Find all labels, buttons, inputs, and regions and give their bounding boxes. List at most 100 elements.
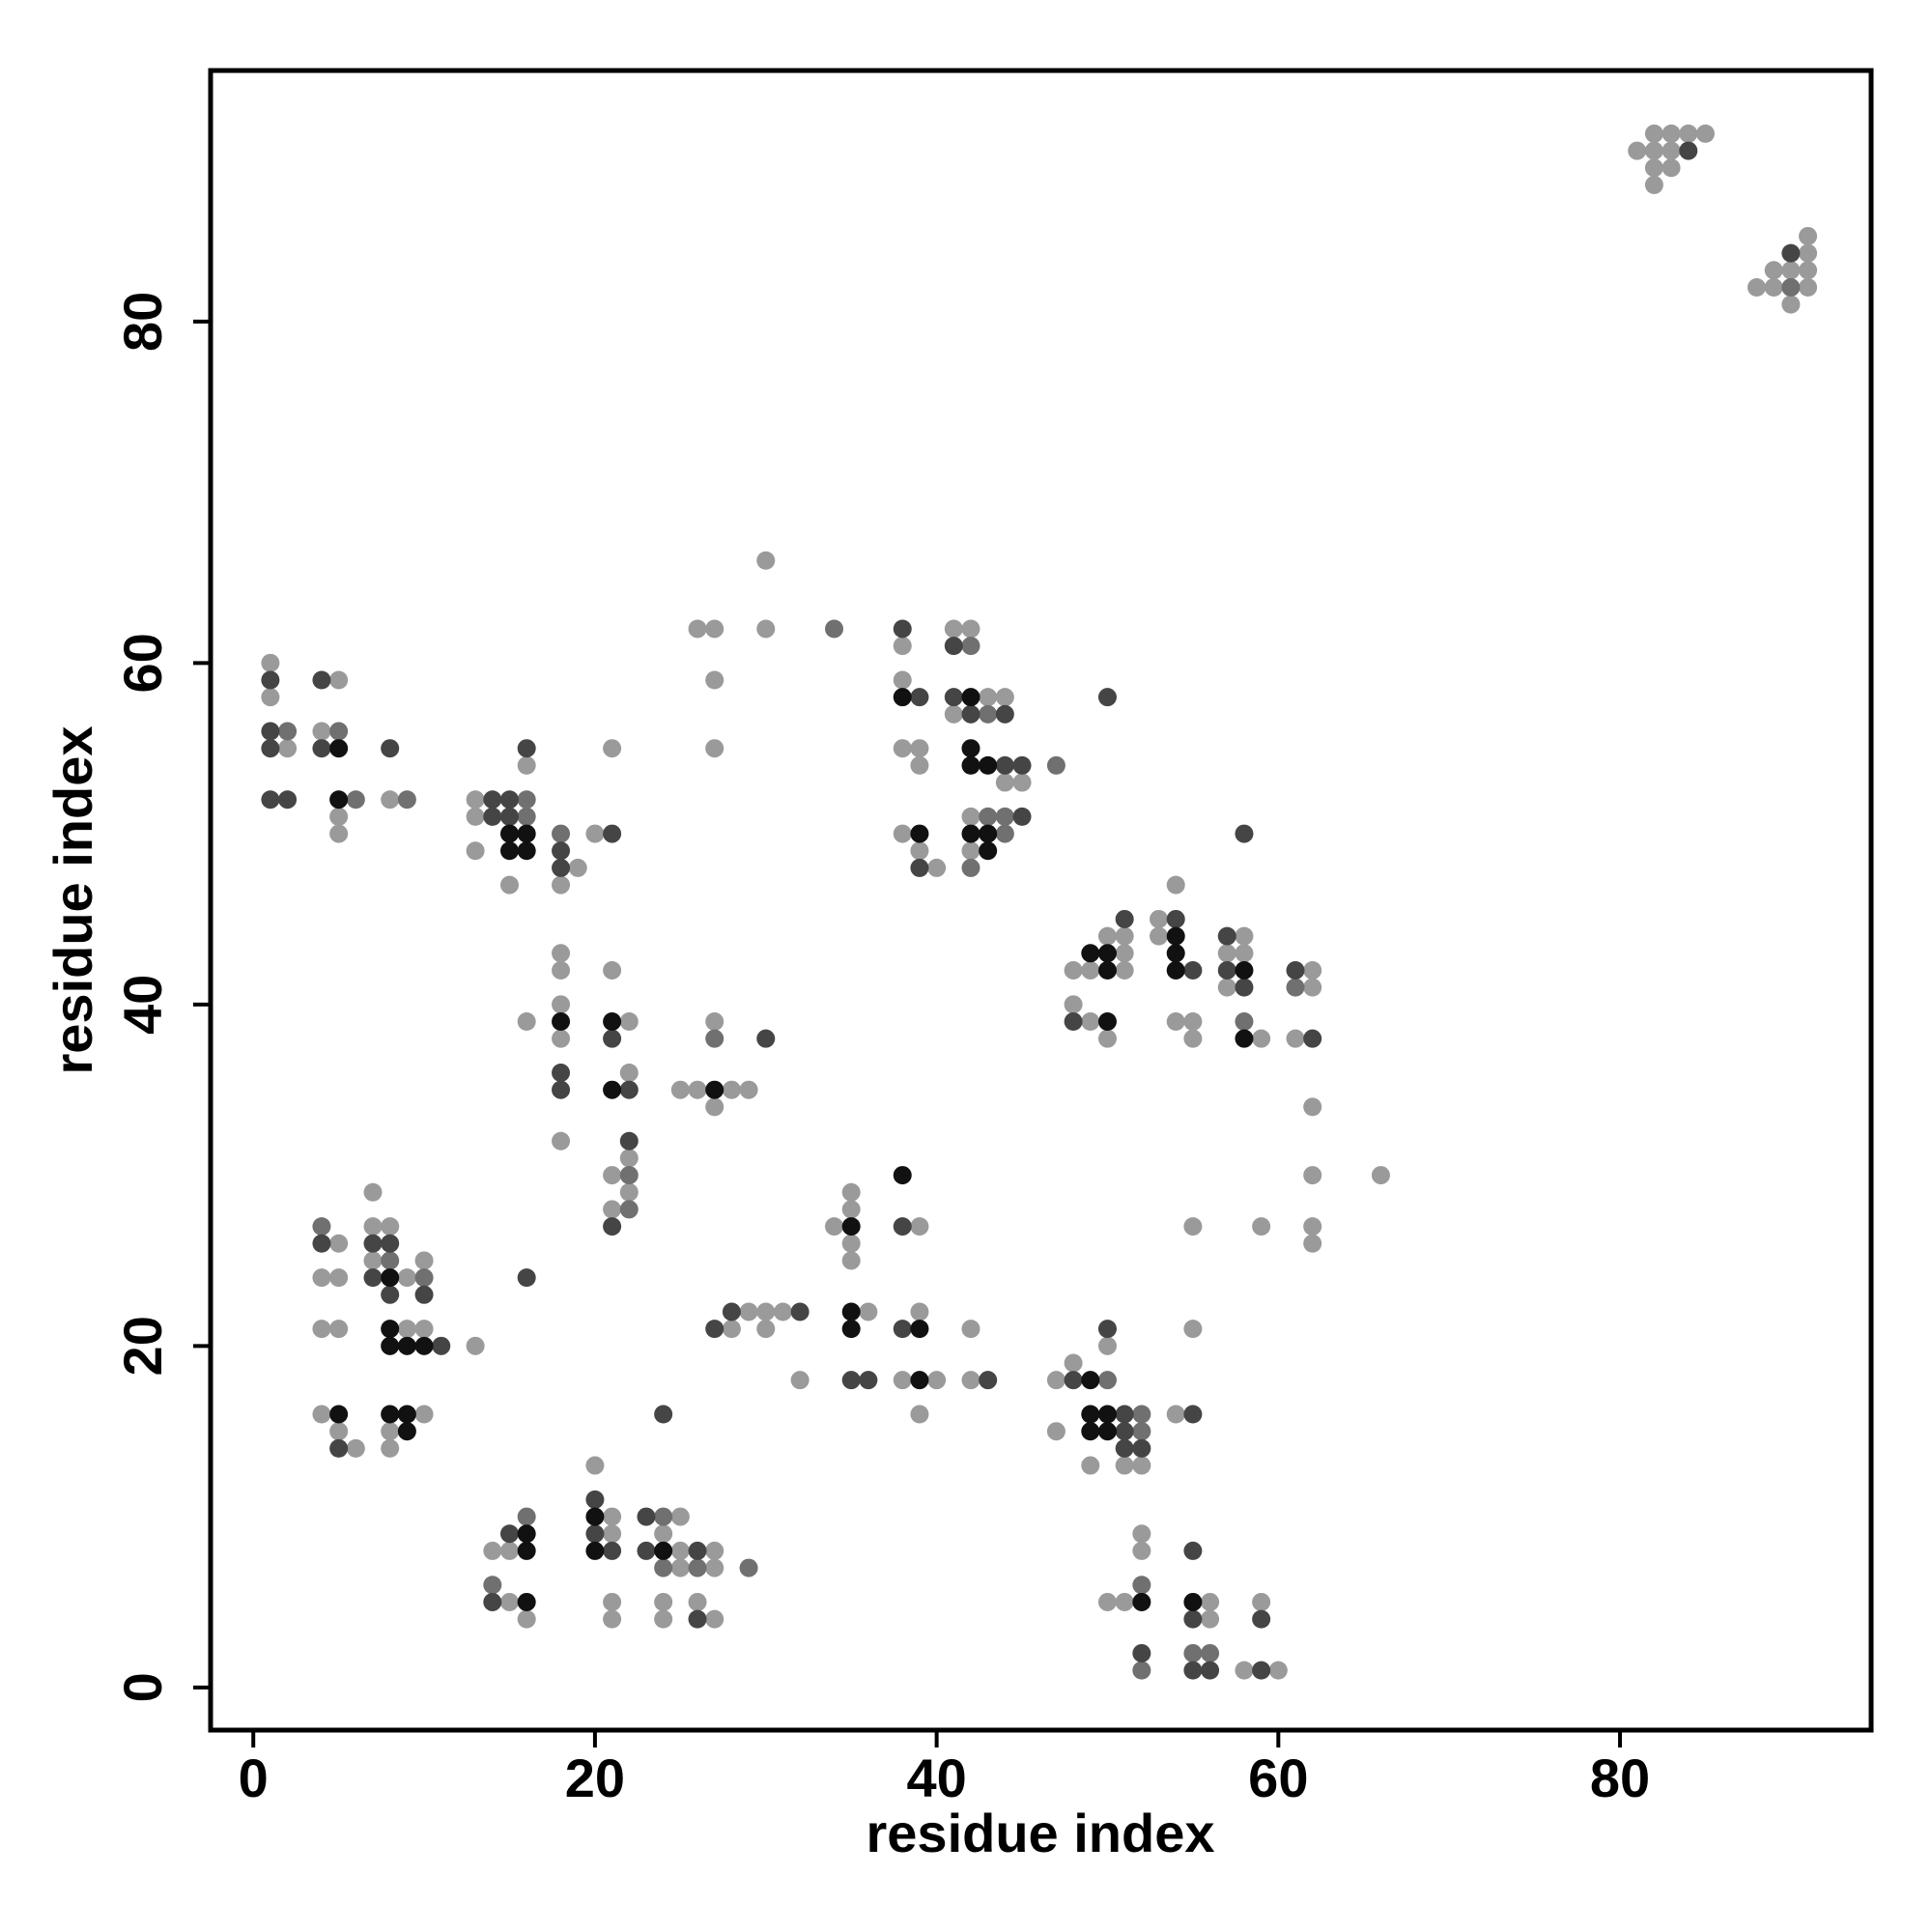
contact-point <box>893 670 912 690</box>
contact-point <box>944 637 963 656</box>
contact-point <box>363 1268 383 1288</box>
contact-point <box>603 1592 622 1611</box>
contact-point <box>790 1371 810 1390</box>
contact-point <box>841 1371 861 1390</box>
contact-point <box>1252 1217 1271 1236</box>
contact-point <box>585 1490 605 1509</box>
contact-point <box>705 1609 724 1629</box>
contact-point <box>688 1558 707 1577</box>
contact-point <box>1081 1371 1100 1390</box>
contact-point <box>381 1217 400 1236</box>
contact-point <box>893 619 912 639</box>
contact-point <box>483 1592 502 1611</box>
contact-point <box>363 1217 383 1236</box>
contact-point <box>1799 226 1818 245</box>
contact-point <box>1183 1029 1203 1048</box>
contact-point <box>499 1541 519 1560</box>
contact-point <box>1286 978 1305 997</box>
contact-point <box>893 1371 912 1390</box>
contact-point <box>859 1302 878 1321</box>
contact-point <box>381 1285 400 1304</box>
contact-point <box>1166 944 1185 963</box>
contact-point <box>1064 960 1083 980</box>
contact-point <box>619 1080 639 1099</box>
contact-point <box>1679 141 1698 160</box>
contact-point <box>722 1320 741 1339</box>
contact-point <box>363 1251 383 1270</box>
contact-point <box>1132 1541 1151 1560</box>
contact-point <box>705 739 724 758</box>
contact-point <box>1252 1661 1271 1680</box>
contact-point <box>739 1302 758 1321</box>
contact-point <box>979 824 998 843</box>
contact-point <box>1097 1011 1117 1031</box>
contact-point <box>1081 1405 1100 1424</box>
y-tick-label: 60 <box>112 633 173 693</box>
contact-point <box>825 1217 844 1236</box>
contact-point <box>483 807 502 826</box>
contact-point <box>1662 124 1681 143</box>
contact-point <box>1286 1029 1305 1048</box>
contact-point <box>841 1302 861 1321</box>
contact-point <box>1303 1029 1322 1048</box>
y-tick-label: 40 <box>112 975 173 1035</box>
contact-point <box>1132 1405 1151 1424</box>
contact-point <box>910 755 929 775</box>
contact-point <box>603 1507 622 1526</box>
contact-point <box>893 1166 912 1185</box>
contact-point <box>261 688 280 707</box>
contact-point <box>1235 960 1254 980</box>
contact-point <box>1662 141 1681 160</box>
contact-point <box>1644 158 1663 178</box>
contact-point <box>1166 875 1185 895</box>
contact-point <box>1183 960 1203 980</box>
contact-point <box>688 1080 707 1099</box>
contact-point <box>1781 295 1801 314</box>
contact-point <box>312 670 331 690</box>
contact-point <box>278 722 298 741</box>
contact-point <box>1644 141 1663 160</box>
y-axis-label: residue index <box>43 725 103 1074</box>
contact-point <box>1201 1609 1220 1629</box>
plot-frame <box>208 68 1874 1733</box>
contact-point <box>499 875 519 895</box>
contact-point <box>1217 978 1236 997</box>
contact-point <box>483 1541 502 1560</box>
contact-point <box>1799 277 1818 297</box>
contact-point <box>1217 944 1236 963</box>
contact-point <box>1235 1661 1254 1680</box>
contact-point <box>1132 1661 1151 1680</box>
contact-point <box>517 1541 536 1560</box>
contact-point <box>517 1011 536 1031</box>
contact-point <box>961 1371 980 1390</box>
contact-point <box>670 1558 690 1577</box>
contact-point <box>893 739 912 758</box>
contact-point <box>312 1405 331 1424</box>
contact-point <box>1097 1371 1117 1390</box>
contact-point <box>1764 277 1783 297</box>
contact-point <box>1235 824 1254 843</box>
contact-point <box>1252 1609 1271 1629</box>
contact-point <box>995 824 1014 843</box>
contact-point <box>1097 960 1117 980</box>
contact-point <box>619 1064 639 1083</box>
contact-point <box>859 1371 878 1390</box>
contact-point <box>1183 1609 1203 1629</box>
contact-point <box>654 1558 673 1577</box>
contact-point <box>979 1371 998 1390</box>
contact-point <box>1115 1592 1134 1611</box>
contact-point <box>893 1320 912 1339</box>
contact-point <box>517 1524 536 1544</box>
contact-point <box>1662 158 1681 178</box>
contact-point <box>1132 1524 1151 1544</box>
contact-point <box>329 1438 349 1458</box>
contact-point <box>585 1524 605 1544</box>
contact-point <box>1046 1371 1065 1390</box>
contact-point <box>756 619 776 639</box>
contact-point <box>670 1541 690 1560</box>
contact-point <box>995 773 1014 792</box>
contact-point <box>1166 909 1185 928</box>
contact-point <box>585 1541 605 1560</box>
y-tick-label: 80 <box>112 292 173 352</box>
